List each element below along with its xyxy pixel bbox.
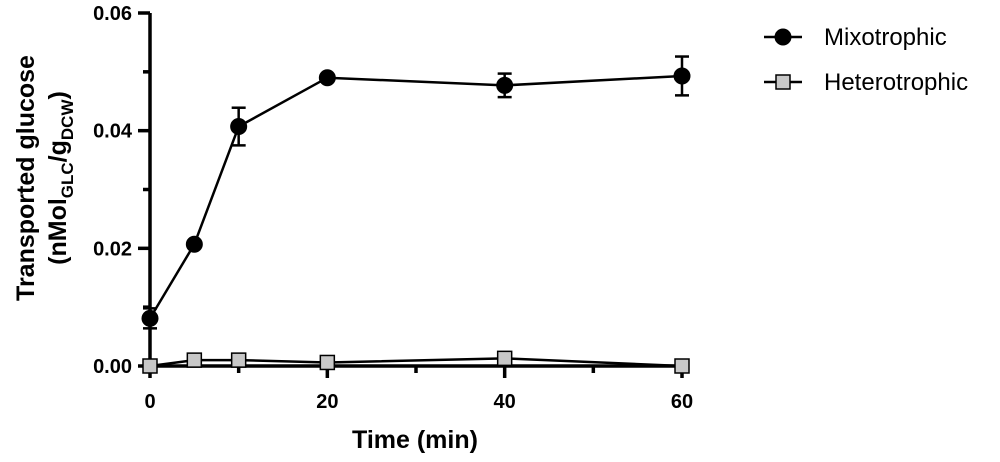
data-point-square: [142, 358, 158, 374]
y-axis-units-sub1: GLC: [58, 162, 77, 198]
x-tick-label: 60: [671, 391, 693, 413]
legend-marker-square: [775, 74, 791, 90]
legend-item-heterotrophic: Heterotrophic: [764, 69, 968, 96]
axes: 0.00 0.02 0.04 0.06 0 20 40 60: [93, 3, 693, 413]
y-tick-label: 0.04: [93, 121, 133, 143]
data-point-circle: [496, 76, 514, 94]
data-point-circle: [318, 69, 336, 87]
y-axis-title-units: (nMolGLC/gDCW): [44, 91, 77, 265]
y-axis-title: Transported glucose: [12, 55, 40, 301]
y-tick-label: 0.02: [93, 238, 132, 260]
legend-label: Heterotrophic: [824, 69, 968, 96]
data-point-circle: [185, 235, 203, 253]
legend-label: Mixotrophic: [824, 24, 947, 51]
x-axis-title: Time (min): [352, 426, 478, 454]
data-point-circle: [141, 309, 159, 327]
y-axis-units-prefix: (nMol: [44, 198, 72, 265]
y-axis-title-line1: Transported glucose: [12, 55, 40, 301]
series-heterotrophic: [142, 350, 690, 374]
y-axis-units-mid: /g: [44, 140, 72, 162]
x-tick-label: 0: [144, 391, 155, 413]
data-point-circle: [230, 118, 248, 136]
data-point-square: [186, 352, 203, 368]
y-tick-label: 0.00: [93, 356, 132, 378]
data-point-square: [319, 354, 336, 371]
data-point-circle: [673, 67, 691, 85]
legend: Mixotrophic Heterotrophic: [764, 24, 968, 96]
data-point-square: [674, 358, 690, 374]
series-layer: [141, 55, 691, 374]
series-mixotrophic: [141, 55, 691, 330]
data-point-square: [230, 352, 247, 368]
legend-item-mixotrophic: Mixotrophic: [764, 24, 947, 51]
y-tick-label: 0.06: [93, 3, 132, 25]
y-axis-units-sub2: DCW: [58, 99, 77, 141]
legend-marker-circle: [774, 28, 792, 46]
x-tick-label: 40: [494, 391, 516, 413]
data-point-square: [496, 350, 513, 367]
y-axis-units-suffix: ): [44, 91, 72, 99]
series-line: [148, 74, 683, 319]
x-tick-label: 20: [316, 391, 338, 413]
